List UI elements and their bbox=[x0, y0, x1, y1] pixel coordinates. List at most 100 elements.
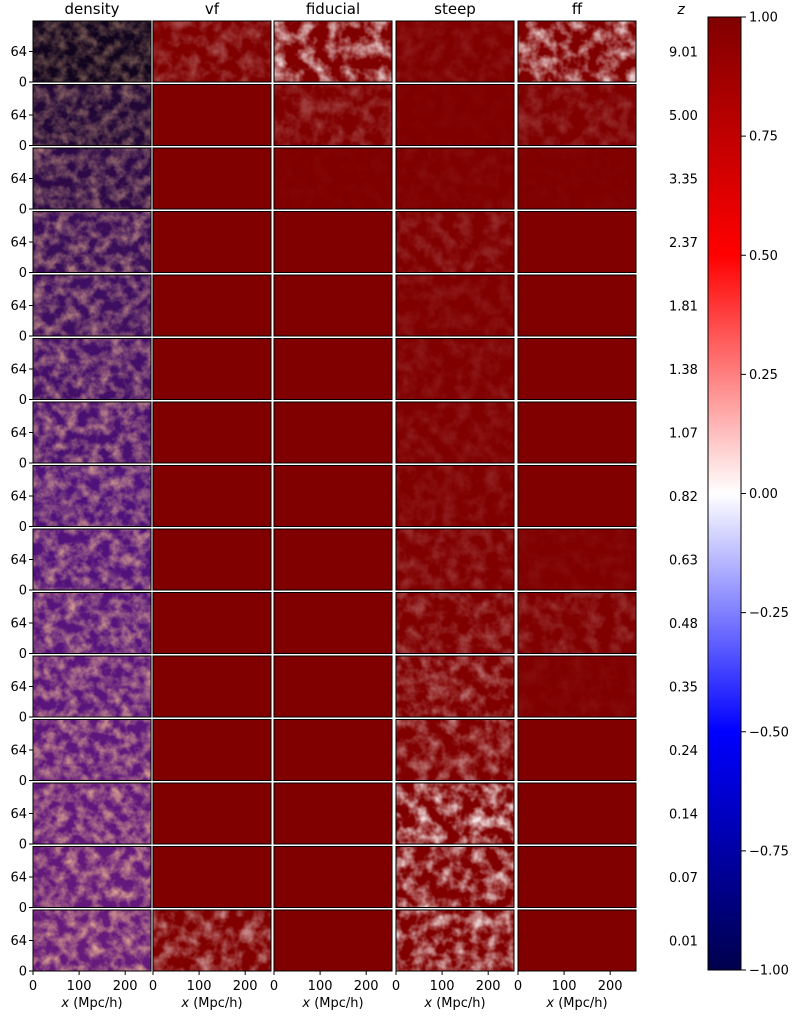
y-tick-label: 0 bbox=[19, 711, 27, 726]
panel-frame bbox=[273, 592, 393, 654]
panel-frame bbox=[273, 401, 393, 464]
panel-vf bbox=[152, 846, 272, 908]
panel-frame bbox=[152, 782, 272, 845]
ionization-structure bbox=[274, 148, 392, 209]
panel-ff bbox=[517, 401, 637, 464]
panel-vf bbox=[152, 211, 272, 273]
redshift-label: 0.07 bbox=[669, 871, 698, 886]
y-tick-label: 0 bbox=[19, 965, 27, 980]
ionization-structure bbox=[518, 529, 636, 590]
ionization-map bbox=[153, 656, 271, 717]
panel-ff bbox=[517, 211, 637, 273]
y-tick-label: 0 bbox=[19, 520, 27, 535]
y-tick-label: 64 bbox=[10, 871, 27, 886]
redshift-label: 1.81 bbox=[669, 300, 698, 315]
x-axis-label: x (Mpc/h) bbox=[180, 996, 242, 1011]
redshift-label: 0.48 bbox=[669, 617, 698, 632]
redshift-label: 1.07 bbox=[669, 427, 698, 442]
panel-frame bbox=[395, 147, 515, 210]
ionization-map bbox=[274, 465, 392, 527]
x-axis-label: x (Mpc/h) bbox=[60, 996, 122, 1011]
colorbar-tick-label: 0.25 bbox=[749, 368, 778, 383]
panel-density bbox=[32, 719, 152, 781]
y-tick-label: 0 bbox=[19, 266, 27, 281]
x-tick-label: 200 bbox=[113, 979, 138, 994]
x-tick-label: 100 bbox=[430, 979, 455, 994]
ionization-structure bbox=[396, 338, 514, 400]
density-texture bbox=[33, 719, 151, 781]
ionization-map bbox=[518, 148, 636, 209]
panel-ff bbox=[517, 147, 637, 210]
panel-frame bbox=[273, 147, 393, 210]
y-tick-label: 64 bbox=[10, 236, 27, 251]
ionization-map bbox=[153, 275, 271, 336]
redshift-label: 9.01 bbox=[669, 46, 698, 61]
ionization-map bbox=[274, 275, 392, 336]
ionization-structure bbox=[518, 148, 636, 209]
density-texture bbox=[33, 529, 151, 590]
panel-vf bbox=[152, 719, 272, 781]
panel-ff bbox=[517, 592, 637, 654]
panel-steep bbox=[395, 655, 515, 718]
panel-density bbox=[32, 465, 152, 527]
ionization-map bbox=[518, 211, 636, 273]
panel-frame bbox=[517, 528, 637, 591]
panel-density bbox=[32, 84, 152, 146]
panel-fiducial bbox=[273, 274, 393, 337]
panel-steep bbox=[395, 528, 515, 591]
panel-vf bbox=[152, 147, 272, 210]
panel-vf bbox=[152, 401, 272, 464]
panel-frame bbox=[152, 147, 272, 210]
panel-frame bbox=[517, 211, 637, 273]
panel-fiducial bbox=[273, 338, 393, 400]
ionization-structure bbox=[518, 592, 636, 654]
panel-ff bbox=[517, 719, 637, 781]
panel-frame bbox=[395, 84, 515, 146]
panel-vf bbox=[152, 909, 272, 972]
column-title-vf: vf bbox=[205, 0, 220, 18]
panel-steep bbox=[395, 846, 515, 908]
y-tick-label: 64 bbox=[10, 807, 27, 822]
panel-ff bbox=[517, 274, 637, 337]
ionization-structure bbox=[396, 21, 514, 82]
panel-frame bbox=[152, 655, 272, 718]
panel-frame bbox=[152, 592, 272, 654]
x-tick-label: 200 bbox=[476, 979, 501, 994]
panel-vf bbox=[152, 465, 272, 527]
panel-ff bbox=[517, 338, 637, 400]
panel-frame bbox=[517, 84, 637, 146]
ionization-map bbox=[518, 846, 636, 908]
panel-ff bbox=[517, 909, 637, 972]
density-texture bbox=[33, 275, 151, 336]
panel-frame bbox=[517, 401, 637, 464]
panel-ff bbox=[517, 782, 637, 845]
panel-ff bbox=[517, 846, 637, 908]
panel-frame bbox=[273, 84, 393, 146]
panel-fiducial bbox=[273, 401, 393, 464]
ionization-structure bbox=[396, 719, 514, 781]
ionization-map bbox=[274, 592, 392, 654]
panel-ff bbox=[517, 84, 637, 146]
panel-density bbox=[32, 592, 152, 654]
panel-frame bbox=[517, 592, 637, 654]
panel-fiducial bbox=[273, 782, 393, 845]
redshift-label: 0.82 bbox=[669, 490, 698, 505]
panel-steep bbox=[395, 274, 515, 337]
y-tick-label: 0 bbox=[19, 457, 27, 472]
panel-density bbox=[32, 147, 152, 210]
redshift-column-title: z bbox=[676, 2, 685, 18]
panel-fiducial bbox=[273, 655, 393, 718]
ionization-map bbox=[274, 719, 392, 781]
panel-frame bbox=[517, 909, 637, 972]
redshift-label: 1.38 bbox=[669, 363, 698, 378]
panel-vf bbox=[152, 338, 272, 400]
y-tick-label: 0 bbox=[19, 901, 27, 916]
ionization-map bbox=[518, 465, 636, 527]
panel-frame bbox=[273, 909, 393, 972]
redshift-label: 0.35 bbox=[669, 681, 698, 696]
panel-fiducial bbox=[273, 909, 393, 972]
y-tick-label: 64 bbox=[10, 617, 27, 632]
density-texture bbox=[33, 846, 151, 908]
ionization-map bbox=[153, 592, 271, 654]
panel-ff bbox=[517, 465, 637, 527]
